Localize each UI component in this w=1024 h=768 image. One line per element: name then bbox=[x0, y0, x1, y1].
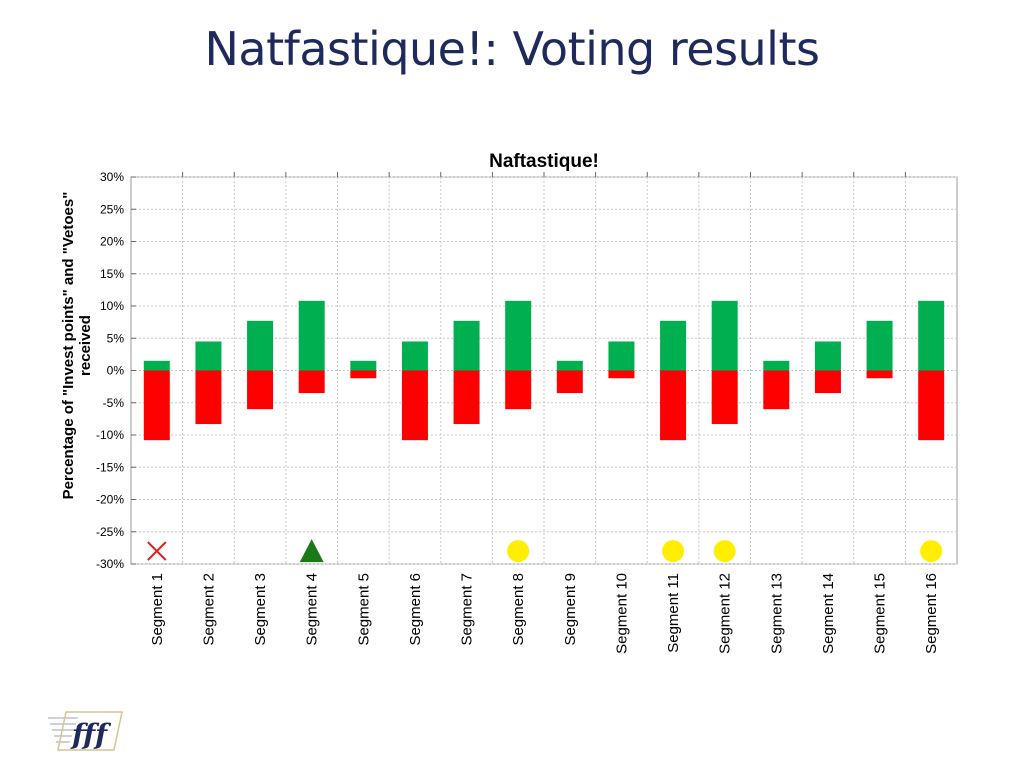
invest-bar bbox=[350, 360, 377, 371]
veto-bar bbox=[608, 370, 635, 379]
x-tick-label: Segment 11 bbox=[665, 573, 682, 653]
invest-bar bbox=[195, 341, 222, 371]
x-tick-label: Segment 4 bbox=[304, 573, 321, 646]
x-tick-label: Segment 13 bbox=[768, 573, 785, 654]
invest-bar bbox=[866, 320, 893, 371]
y-tick-label: -15% bbox=[96, 460, 124, 474]
veto-bar bbox=[247, 370, 274, 410]
circle-marker bbox=[662, 540, 685, 563]
invest-bar bbox=[298, 300, 325, 371]
y-tick-label: 0% bbox=[107, 364, 125, 378]
veto-bar bbox=[350, 370, 377, 379]
cross-marker bbox=[147, 541, 167, 561]
x-tick-label: Segment 2 bbox=[200, 573, 217, 646]
y-tick-label: -20% bbox=[96, 493, 124, 507]
invest-bar bbox=[556, 360, 583, 371]
invest-bar bbox=[247, 320, 274, 371]
y-tick-label: -25% bbox=[96, 525, 124, 539]
circle-marker bbox=[507, 540, 530, 563]
x-tick-label: Segment 5 bbox=[355, 573, 372, 646]
invest-bar bbox=[505, 300, 532, 371]
y-tick-label: -10% bbox=[96, 428, 124, 442]
invest-bar bbox=[814, 341, 841, 371]
chart: 30% 25% 20% 15% 10% 5% 0% -5% -10% -15% -20% -25% -3… bbox=[60, 151, 958, 654]
logo-text: fff bbox=[70, 718, 112, 751]
veto-bar bbox=[918, 370, 945, 441]
y-tick-label: -30% bbox=[96, 557, 124, 571]
invest-bar bbox=[401, 341, 428, 371]
circle-marker bbox=[920, 540, 943, 563]
x-tick-label: Segment 10 bbox=[613, 573, 630, 654]
invest-bar bbox=[453, 320, 480, 371]
y-tick-label: 5% bbox=[107, 331, 125, 345]
x-tick-label: Segment 16 bbox=[923, 573, 940, 654]
y-tick-label: 30% bbox=[100, 170, 124, 184]
veto-bar bbox=[660, 370, 687, 441]
veto-bar bbox=[195, 370, 222, 425]
x-tick-label: Segment 6 bbox=[407, 573, 424, 646]
y-tick-label: 15% bbox=[100, 267, 124, 281]
invest-bar bbox=[143, 360, 170, 371]
invest-bar bbox=[608, 341, 635, 371]
x-tick-label: Segment 8 bbox=[510, 573, 527, 646]
x-tick-label: Segment 9 bbox=[562, 573, 579, 646]
fff-logo-icon: fff bbox=[48, 706, 126, 754]
slide-title: Natfastique!: Voting results bbox=[204, 22, 820, 76]
x-tick-label: Segment 15 bbox=[872, 573, 889, 654]
veto-bar bbox=[763, 370, 790, 410]
veto-bar bbox=[453, 370, 480, 425]
invest-bar bbox=[660, 320, 687, 371]
veto-bar bbox=[143, 370, 170, 441]
invest-bar bbox=[711, 300, 738, 371]
veto-bar bbox=[866, 370, 893, 379]
x-tick-label: Segment 7 bbox=[459, 573, 476, 646]
circle-marker bbox=[713, 540, 736, 563]
veto-bar bbox=[505, 370, 532, 410]
y-axis-label: received bbox=[77, 315, 94, 376]
x-tick-label: Segment 3 bbox=[252, 573, 269, 646]
invest-bar bbox=[918, 300, 945, 371]
y-tick-label: 10% bbox=[100, 299, 124, 313]
y-tick-label: 20% bbox=[100, 235, 124, 249]
veto-bar bbox=[814, 370, 841, 394]
x-tick-label: Segment 12 bbox=[717, 573, 734, 654]
triangle-marker bbox=[299, 539, 324, 563]
y-tick-label: 25% bbox=[100, 202, 124, 216]
x-tick-label: Segment 1 bbox=[149, 573, 166, 646]
veto-bar bbox=[711, 370, 738, 425]
y-axis-label: Percentage of "Invest points" and "Vetoe… bbox=[60, 192, 77, 500]
veto-bar bbox=[556, 370, 583, 394]
veto-bar bbox=[401, 370, 428, 441]
y-tick-label: -5% bbox=[103, 396, 125, 410]
chart-title: Naftastique! bbox=[489, 151, 599, 172]
x-tick-label: Segment 14 bbox=[820, 573, 837, 654]
veto-bar bbox=[298, 370, 325, 394]
invest-bar bbox=[763, 360, 790, 371]
